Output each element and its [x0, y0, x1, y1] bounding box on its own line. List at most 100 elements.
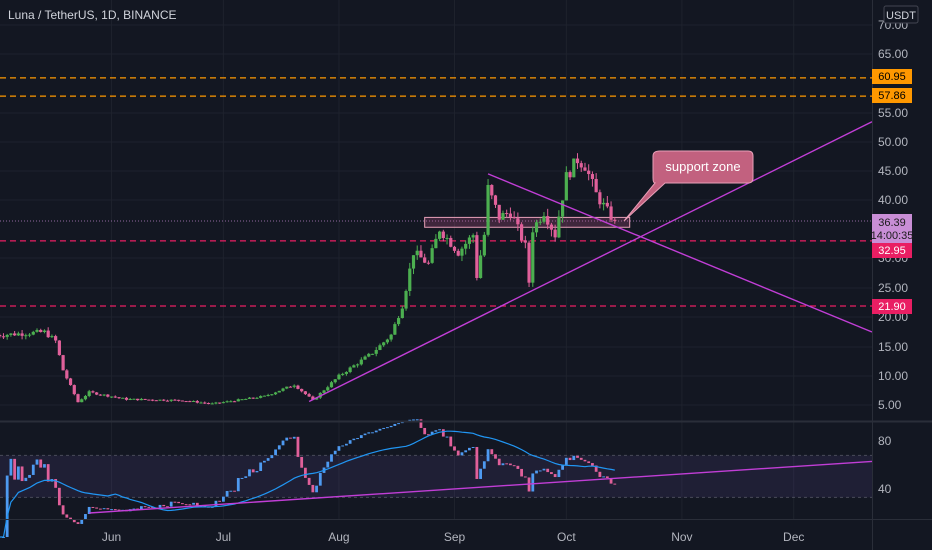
- rsi-bar: [62, 505, 65, 514]
- candle-body: [524, 240, 527, 242]
- candle-body: [404, 291, 407, 309]
- rsi-bar: [237, 478, 240, 491]
- rsi-bar: [587, 461, 590, 463]
- rsi-bar: [546, 469, 549, 472]
- candle-body: [445, 238, 448, 239]
- rsi-bar: [360, 435, 363, 438]
- candle-body: [106, 395, 109, 397]
- rsi-bar: [77, 522, 80, 524]
- rsi-bar: [535, 471, 538, 474]
- rsi-bar: [39, 459, 42, 467]
- rsi-bar: [222, 497, 225, 502]
- rsi-bar: [569, 458, 572, 460]
- level-badge-text: 21.90: [878, 301, 906, 313]
- candle-body: [472, 235, 475, 237]
- rsi-bar: [550, 472, 553, 474]
- candle-body: [371, 354, 374, 355]
- candle-body: [606, 203, 609, 207]
- rsi-bar: [598, 472, 601, 477]
- rsi-bar: [520, 469, 523, 477]
- rsi-bar: [412, 419, 415, 420]
- rsi-bar: [591, 463, 594, 465]
- rsi-bar: [304, 468, 307, 478]
- rsi-bar: [513, 465, 516, 466]
- rsi-bar: [352, 439, 355, 440]
- candle-body: [158, 400, 161, 401]
- rsi-bar: [267, 458, 270, 461]
- candle-body: [151, 400, 154, 401]
- rsi-bar: [457, 451, 460, 456]
- rsi-bar: [341, 445, 344, 446]
- candle-body: [281, 389, 284, 391]
- candle-body: [393, 324, 396, 335]
- rsi-bar: [311, 485, 314, 492]
- candle-body: [382, 342, 385, 345]
- candle-body: [267, 395, 270, 396]
- candle-body: [401, 309, 404, 318]
- rsi-bar: [99, 509, 102, 510]
- rsi-bar: [576, 456, 579, 458]
- rsi-bar: [379, 429, 382, 431]
- candle-body: [88, 391, 91, 396]
- candle-body: [423, 257, 426, 262]
- currency-button[interactable]: USDT: [884, 6, 918, 23]
- candle-body: [587, 171, 590, 174]
- candle-body: [378, 345, 381, 350]
- candle-body: [296, 386, 299, 389]
- candle-body: [226, 401, 229, 402]
- candle-body: [136, 399, 139, 400]
- rsi-bar: [43, 464, 46, 467]
- candle-body: [114, 397, 117, 398]
- candle-body: [501, 213, 504, 220]
- rsi-bar: [584, 460, 587, 462]
- candle-body: [520, 224, 523, 240]
- candle-body: [460, 249, 463, 256]
- rsi-bar: [349, 440, 352, 444]
- candle-body: [613, 220, 616, 221]
- candle-body: [144, 399, 147, 400]
- candle-body: [326, 387, 329, 390]
- candle-body: [550, 225, 553, 230]
- candle-body: [218, 403, 221, 404]
- candle-body: [479, 255, 482, 278]
- candle-body: [173, 400, 176, 401]
- rsi-bar: [367, 432, 370, 433]
- candle-body: [486, 185, 489, 235]
- rsi-bar: [386, 427, 389, 428]
- rsi-bar: [490, 449, 493, 454]
- x-tick-label: Oct: [557, 530, 576, 544]
- rsi-bar: [375, 431, 378, 433]
- rsi-bar: [613, 484, 616, 485]
- candle-body: [2, 336, 5, 337]
- rsi-bar: [256, 471, 259, 472]
- candle-body: [561, 200, 564, 216]
- rsi-bar: [24, 478, 27, 481]
- candle-body: [609, 206, 612, 219]
- rsi-bar: [572, 456, 575, 460]
- candle-body: [591, 174, 594, 179]
- rsi-bar: [244, 476, 247, 478]
- x-tick-label: Jul: [216, 530, 231, 544]
- candle-body: [457, 251, 460, 256]
- candle-body: [103, 395, 106, 396]
- candle-body: [539, 222, 542, 223]
- rsi-bar: [285, 438, 288, 441]
- rsi-bar: [188, 504, 191, 505]
- candle-body: [181, 401, 184, 402]
- candle-body: [50, 336, 53, 337]
- candle-body: [196, 401, 199, 403]
- rsi-bar: [509, 464, 512, 466]
- candle-body: [99, 395, 102, 396]
- rsi-bar: [416, 419, 419, 420]
- rsi-bar: [282, 441, 285, 446]
- rsi-bar: [241, 478, 244, 479]
- rsi-bar: [170, 502, 173, 507]
- rsi-bar: [464, 450, 467, 452]
- rsi-bar: [13, 459, 16, 480]
- candle-body: [412, 255, 415, 268]
- candle-body: [468, 237, 471, 243]
- rsi-bar: [278, 445, 281, 449]
- rsi-bar: [181, 503, 184, 504]
